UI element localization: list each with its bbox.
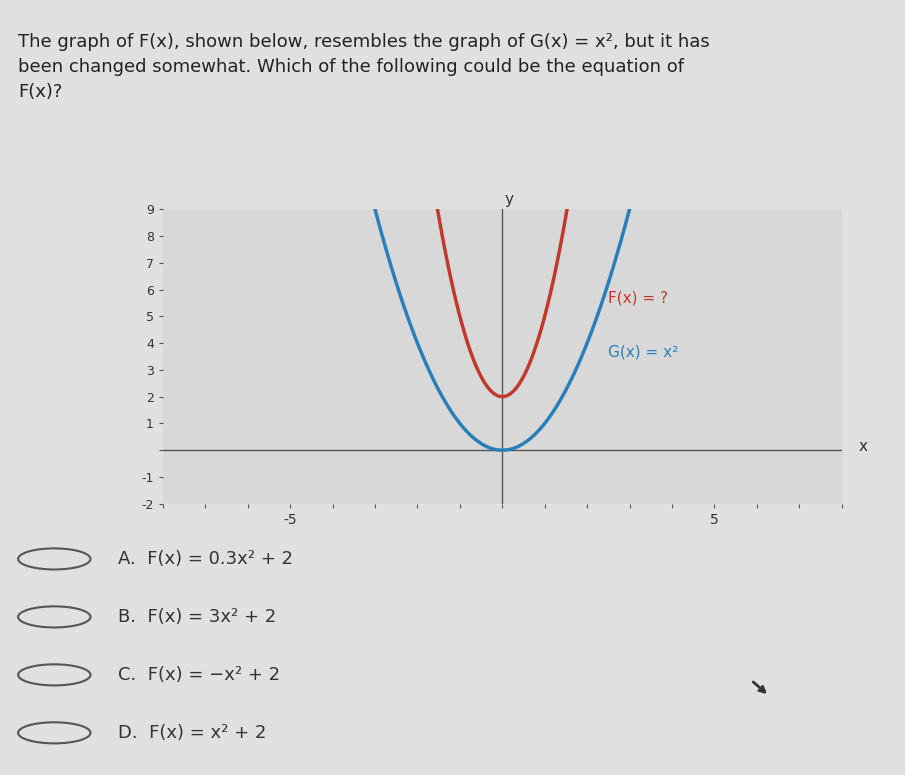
Text: B.  F(x) = 3x² + 2: B. F(x) = 3x² + 2: [118, 608, 276, 626]
Text: F(x) = ?: F(x) = ?: [608, 291, 668, 306]
Text: x: x: [859, 439, 868, 453]
Text: The graph of F(x), shown below, resembles the graph of G(x) = x², but it has
bee: The graph of F(x), shown below, resemble…: [18, 33, 710, 101]
Text: y: y: [504, 191, 513, 207]
Text: G(x) = x²: G(x) = x²: [608, 345, 679, 360]
Text: C.  F(x) = −x² + 2: C. F(x) = −x² + 2: [118, 666, 280, 684]
Text: A.  F(x) = 0.3x² + 2: A. F(x) = 0.3x² + 2: [118, 550, 292, 568]
Text: D.  F(x) = x² + 2: D. F(x) = x² + 2: [118, 724, 266, 742]
